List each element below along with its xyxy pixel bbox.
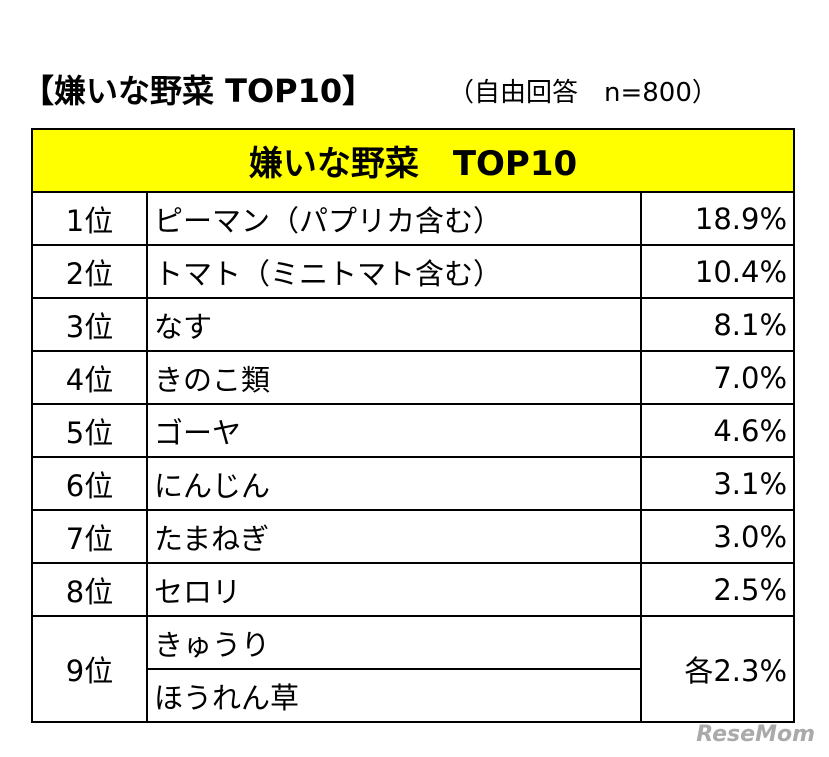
item: たまねぎ: [146, 509, 642, 564]
table-row: 2位 トマト（ミニトマト含む） 10.4%: [31, 244, 796, 299]
rank: 8位: [31, 562, 148, 617]
item: ゴーヤ: [146, 403, 642, 458]
rank: 9位: [31, 615, 148, 723]
percentage: 7.0%: [639, 350, 796, 405]
table-row: 3位 なす 8.1%: [31, 297, 796, 352]
percentage: 18.9%: [639, 191, 796, 246]
item: トマト（ミニトマト含む）: [146, 244, 642, 299]
rank: 6位: [31, 456, 148, 511]
rank: 7位: [31, 509, 148, 564]
percentage: 3.0%: [639, 509, 796, 564]
rank: 4位: [31, 350, 148, 405]
table-row: 7位 たまねぎ 3.0%: [31, 509, 796, 564]
table-row: 4位 きのこ類 7.0%: [31, 350, 796, 405]
rank: 5位: [31, 403, 148, 458]
table-row: 9位 きゅうり 各2.3%: [31, 615, 796, 723]
rank: 2位: [31, 244, 148, 299]
table-row: 1位 ピーマン（パプリカ含む） 18.9%: [31, 191, 796, 246]
title: 【嫌いな野菜 TOP10】: [22, 72, 375, 110]
watermark: ReseMom: [696, 722, 815, 747]
percentage: 各2.3%: [639, 615, 796, 723]
percentage: 10.4%: [639, 244, 796, 299]
item: セロリ: [146, 562, 642, 617]
percentage: 2.5%: [639, 562, 796, 617]
ranking-table: 嫌いな野菜 TOP10 1位 ピーマン（パプリカ含む） 18.9% 2位 トマト（ミニト…: [30, 128, 796, 723]
percentage: 8.1%: [639, 297, 796, 352]
rank: 3位: [31, 297, 148, 352]
rank: 1位: [31, 191, 148, 246]
table-header: 嫌いな野菜 TOP10: [30, 128, 796, 193]
item: なす: [146, 297, 642, 352]
item: ほうれん草: [146, 668, 642, 723]
table-row: 6位 にんじん 3.1%: [31, 456, 796, 511]
item: きのこ類: [146, 350, 642, 405]
table-row: 5位 ゴーヤ 4.6%: [31, 403, 796, 458]
percentage: 3.1%: [639, 456, 796, 511]
subtitle: （自由回答 n=800）: [448, 78, 718, 108]
percentage: 4.6%: [639, 403, 796, 458]
item: きゅうり: [146, 615, 642, 670]
item: ピーマン（パプリカ含む）: [146, 191, 642, 246]
table-row: ほうれん草: [32, 668, 794, 723]
table-row: 8位 セロリ 2.5%: [31, 562, 796, 617]
item: にんじん: [146, 456, 642, 511]
